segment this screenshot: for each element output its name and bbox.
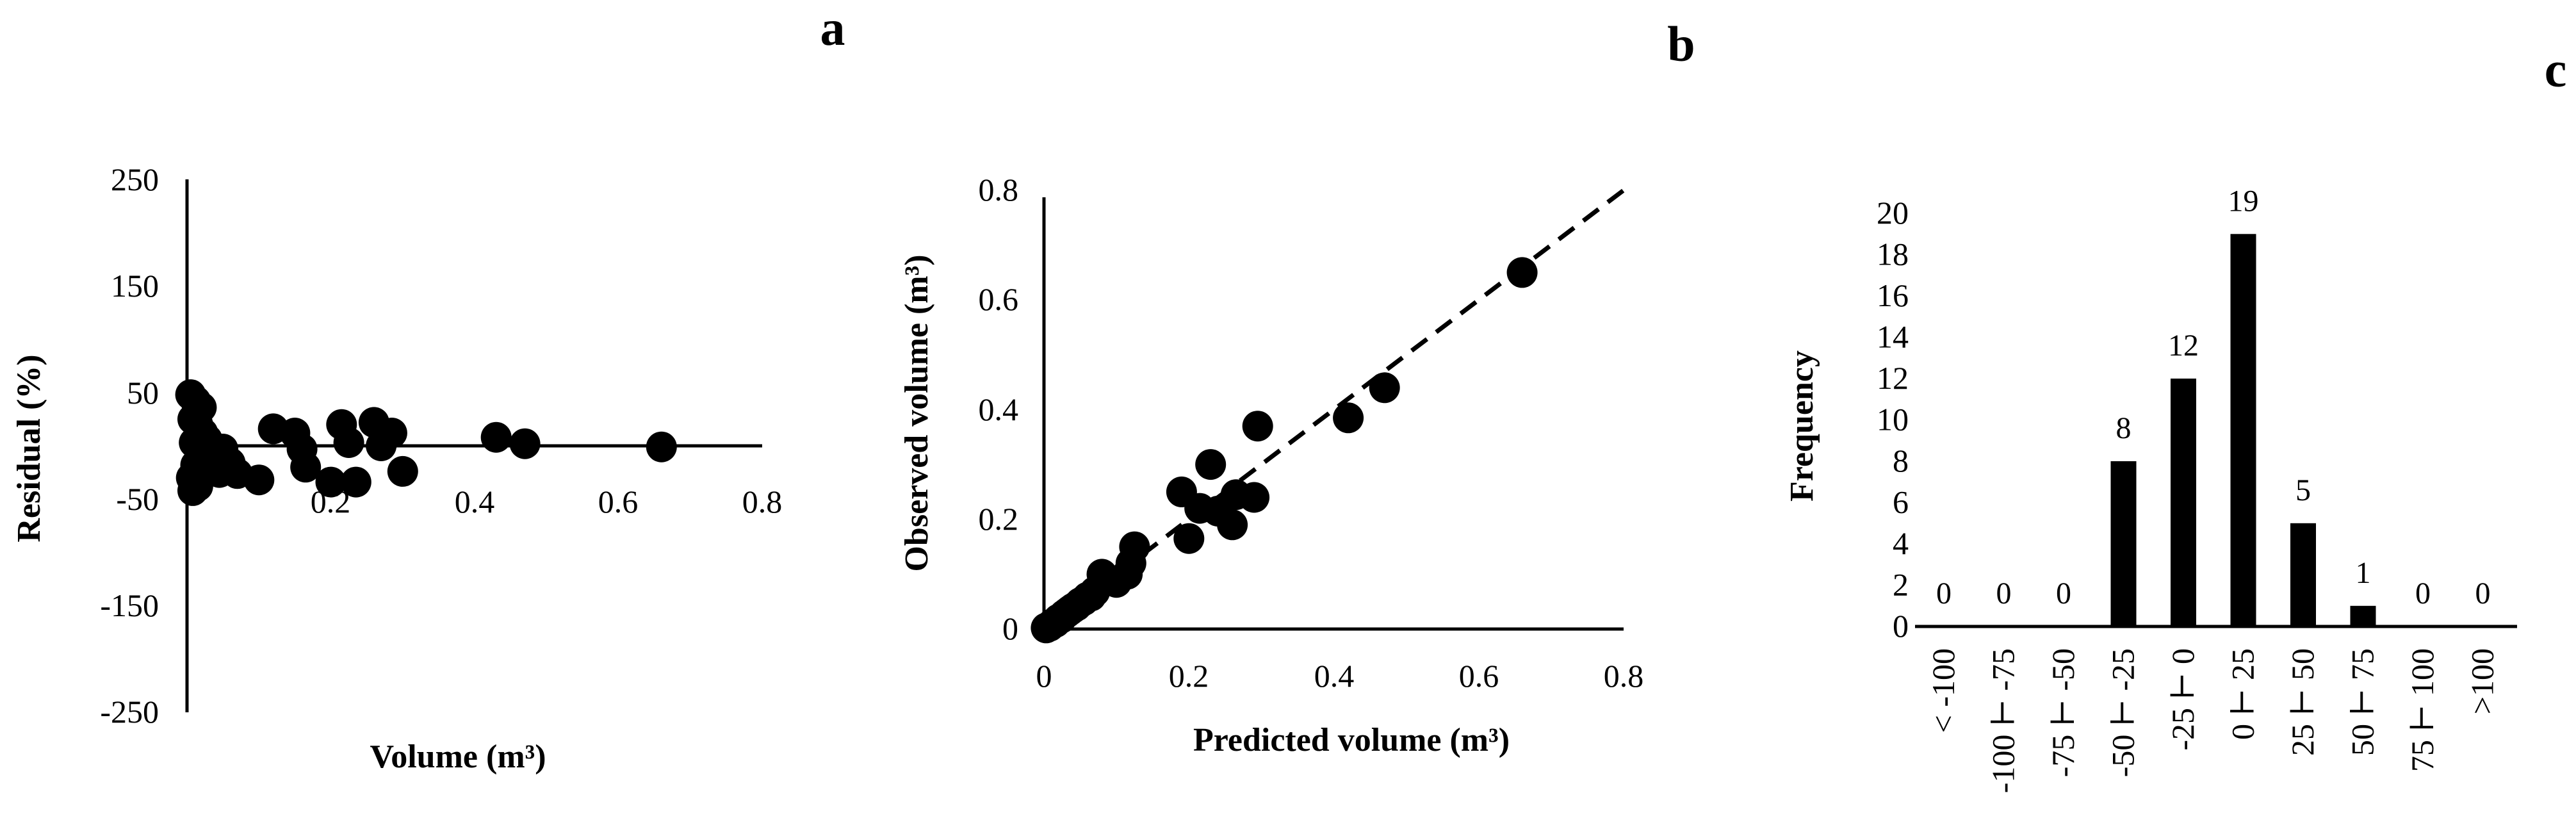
panel-a-y-axis-title: Residual (%): [11, 354, 47, 542]
panel-b-observed-vs-predicted: b 0 0.2 0.4 0.6 0.8 0 0.2 0.4 0.6 0.8 Pr…: [899, 16, 1695, 758]
panel-c-x-tick: 25 ⊢ 50: [2285, 648, 2320, 756]
panel-a-point: [177, 475, 208, 506]
panel-a-point: [340, 466, 371, 498]
panel-b-x-tick: 0.6: [1459, 658, 1499, 694]
panel-c-x-tick: 50 ⊢ 75: [2345, 648, 2381, 756]
panel-b-point: [1242, 411, 1273, 442]
panel-c-bar: [2110, 461, 2137, 626]
panel-c-y-tick: 4: [1893, 525, 1909, 561]
panel-c-y-tick: 14: [1877, 319, 1909, 355]
panel-c-data-labels: 0 0 0 8 12 19 5 1 0 0: [1936, 184, 2491, 610]
panel-b-points: [1031, 257, 1538, 644]
panel-b-letter: b: [1667, 16, 1695, 72]
panel-a-point: [290, 452, 322, 483]
panel-b-y-axis-title: Observed volume (m³): [899, 254, 935, 571]
panel-c-x-tick: -50 ⊢ -25: [2105, 648, 2141, 777]
panel-c-y-axis-title: Frequency: [1784, 350, 1820, 502]
panel-b-y-tick: 0.8: [979, 172, 1019, 208]
panel-a-x-tick: 0.4: [455, 484, 495, 519]
panel-c-y-tick: 6: [1893, 484, 1909, 520]
panel-c-y-tick: 16: [1877, 277, 1909, 313]
panel-a-point: [333, 427, 364, 458]
panel-a-y-tick: 250: [111, 161, 159, 197]
panel-a-point: [376, 418, 407, 448]
panel-b-x-tick: 0.4: [1314, 658, 1355, 694]
panel-c-bar: [2350, 605, 2376, 627]
panel-a-y-tick: -150: [100, 587, 159, 623]
panel-c-data-label: 0: [1936, 577, 1952, 610]
panel-b-y-tick: 0: [1002, 610, 1018, 646]
panel-b-x-tick: 0: [1036, 658, 1052, 694]
panel-c-x-tick: 75 ⊢ 100: [2404, 648, 2440, 772]
panel-c-y-tick: 20: [1877, 195, 1909, 231]
panel-b-point: [1333, 402, 1364, 434]
panel-c-x-tick: < -100: [1925, 648, 1961, 733]
panel-b-point: [1506, 257, 1538, 288]
panel-c-x-tick: -25 ⊢ 0: [2165, 648, 2201, 751]
panel-c-data-label: 0: [2415, 577, 2431, 610]
panel-c-data-label: 0: [2475, 577, 2491, 610]
panel-a-point: [646, 431, 677, 462]
panel-b-point: [1195, 449, 1227, 480]
panel-c-letter: c: [2545, 42, 2567, 97]
panel-c-data-label: 19: [2228, 184, 2259, 218]
panel-b-y-tick: 0.2: [979, 501, 1019, 537]
panel-a-letter: a: [820, 0, 845, 56]
panel-a-y-tick: -250: [100, 694, 159, 730]
panel-c-y-tick: 10: [1877, 402, 1909, 438]
panel-b-x-axis-title: Predicted volume (m³): [1193, 722, 1510, 758]
panel-c-x-tick: -100 ⊢ -75: [1985, 648, 2021, 793]
panel-b-x-tick: 0.8: [1604, 658, 1644, 694]
panel-c-x-tick: -75 ⊢ -50: [2045, 648, 2081, 777]
panel-a-x-tick: 0.6: [598, 484, 639, 519]
panel-c-x-ticks: < -100 -100 ⊢ -75 -75 ⊢ -50 -50 ⊢ -25 -25 ⊢ …: [1925, 648, 2500, 793]
panel-a-y-tick: -50: [116, 481, 159, 517]
panel-c-y-tick: 8: [1893, 443, 1909, 479]
panel-c-x-tick: >100: [2465, 648, 2500, 714]
panel-c-data-label: 5: [2295, 473, 2311, 507]
panel-b-point: [1239, 482, 1270, 513]
panel-c-bar: [2230, 234, 2256, 627]
panel-c-data-label: 8: [2116, 411, 2132, 445]
panel-c-data-label: 0: [1996, 577, 2012, 610]
panel-c-y-tick: 2: [1893, 567, 1909, 603]
panel-c-bar: [2171, 379, 2196, 626]
panel-c-data-label: 1: [2356, 556, 2371, 590]
panel-c-bars: [2110, 234, 2376, 627]
panel-a-residual-scatter: a 250 150 50 -50 -150 -250 0.2 0.4 0.6 0…: [11, 0, 845, 775]
panel-b-x-tick: 0.2: [1169, 658, 1209, 694]
panel-c-data-label: 0: [2056, 577, 2071, 610]
panel-a-y-tick: 50: [127, 375, 159, 411]
panel-a-points: [175, 379, 677, 506]
panel-a-x-axis-title: Volume (m³): [370, 739, 546, 775]
panel-c-bar: [2290, 523, 2316, 627]
panel-c-y-tick: 0: [1893, 608, 1909, 644]
panel-c-data-label: 12: [2168, 329, 2199, 363]
panel-c-x-tick: 0 ⊢ 25: [2225, 648, 2261, 740]
panel-a-point: [387, 455, 418, 487]
panel-a-point: [480, 421, 512, 453]
panel-a-y-tick: 150: [111, 268, 159, 304]
panel-b-point: [1119, 531, 1150, 562]
panel-b-y-tick: 0.4: [979, 391, 1019, 427]
panel-a-point: [509, 428, 541, 459]
panel-c-y-tick: 12: [1877, 360, 1909, 396]
panel-a-point: [243, 464, 275, 496]
panel-a-point: [315, 466, 346, 498]
panel-b-point: [1217, 509, 1248, 541]
panel-c-y-tick: 18: [1877, 236, 1909, 272]
panel-b-point: [1369, 372, 1400, 404]
panel-c-y-ticks: 0 2 4 6 8 10 12 14 16 18 20: [1877, 195, 1909, 644]
panel-a-x-tick: 0.8: [742, 484, 783, 519]
panel-b-y-tick: 0.6: [979, 281, 1019, 317]
panel-b-point: [1173, 523, 1205, 554]
